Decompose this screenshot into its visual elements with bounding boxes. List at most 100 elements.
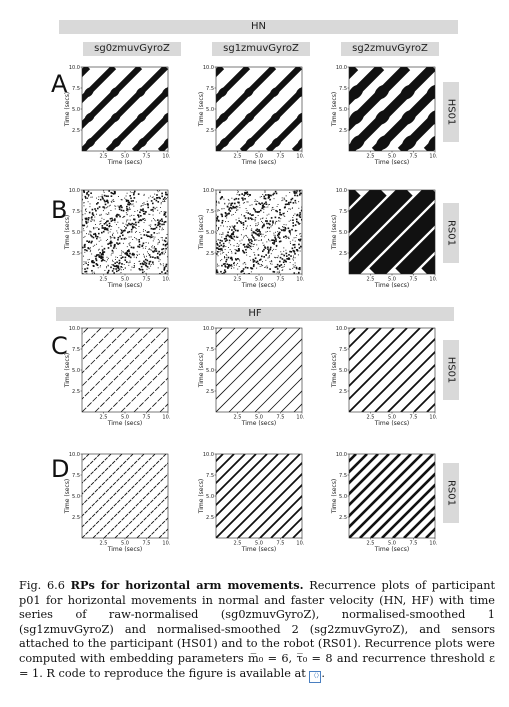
y-axis-label: Time (secs) <box>64 215 71 251</box>
x-tick-label: 2.5 <box>367 154 375 160</box>
y-tick-label: 7.5 <box>206 86 214 92</box>
y-tick-label: 5.0 <box>206 107 214 113</box>
side-label-a: HS01 <box>443 82 459 142</box>
x-tick-label: 5.0 <box>121 415 129 421</box>
y-axis-label: Time (secs) <box>331 479 338 515</box>
x-tick-label: 5.0 <box>121 277 129 283</box>
row-label-d: D <box>51 455 70 483</box>
x-tick-label: 10.0 <box>296 154 304 160</box>
caption-text: Recurrence plots of participant p01 for … <box>19 579 496 680</box>
x-tick-label: 2.5 <box>234 277 242 283</box>
x-axis-label: Time (secs) <box>241 159 277 165</box>
x-axis-label: Time (secs) <box>374 420 410 426</box>
x-axis-label: Time (secs) <box>107 282 143 288</box>
x-tick-label: 7.5 <box>277 154 285 160</box>
y-tick-label: 5.0 <box>206 230 214 236</box>
rp-c-sg1: 2.5 2.5 5.0 5.0 7.5 7.5 10.0 10.0 Time (secs) Tim… <box>196 326 304 426</box>
y-tick-label: 7.5 <box>72 473 80 479</box>
y-tick-label: 5.0 <box>339 107 347 113</box>
y-tick-label: 2.5 <box>206 251 214 257</box>
rp-a-sg2: 2.5 2.5 5.0 5.0 7.5 7.5 10.0 10.0 Time (secs) Tim… <box>329 65 437 165</box>
x-axis-label: Time (secs) <box>107 546 143 552</box>
x-axis-label: Time (secs) <box>241 546 277 552</box>
y-tick-label: 7.5 <box>339 347 347 353</box>
x-tick-label: 10.0 <box>429 541 437 547</box>
y-tick-label: 2.5 <box>339 389 347 395</box>
row-label-a: A <box>51 70 68 98</box>
x-axis-label: Time (secs) <box>374 159 410 165</box>
y-tick-label: 7.5 <box>206 209 214 215</box>
side-label-b: RS01 <box>443 203 459 263</box>
y-tick-label: 10.0 <box>336 326 347 332</box>
rp-a-sg1: 2.5 2.5 5.0 5.0 7.5 7.5 10.0 10.0 Time (secs) Tim… <box>196 65 304 165</box>
x-tick-label: 5.0 <box>255 415 263 421</box>
y-tick-label: 10.0 <box>203 188 214 194</box>
doi-link-icon[interactable]: 〈〉 <box>309 670 322 683</box>
row-label-c: C <box>51 332 68 360</box>
x-tick-label: 10.0 <box>162 154 170 160</box>
y-axis-label: Time (secs) <box>64 92 71 128</box>
x-tick-label: 5.0 <box>255 277 263 283</box>
x-tick-label: 5.0 <box>255 154 263 160</box>
x-tick-label: 7.5 <box>143 277 151 283</box>
y-tick-label: 7.5 <box>206 347 214 353</box>
y-tick-label: 10.0 <box>336 65 347 71</box>
figure-caption: Fig. 6.6 RPs for horizontal arm movement… <box>19 578 495 683</box>
y-tick-label: 2.5 <box>339 515 347 521</box>
y-tick-label: 5.0 <box>339 230 347 236</box>
y-tick-label: 7.5 <box>72 209 80 215</box>
y-tick-label: 10.0 <box>69 452 80 458</box>
y-tick-label: 10.0 <box>203 326 214 332</box>
y-tick-label: 7.5 <box>339 209 347 215</box>
x-tick-label: 7.5 <box>143 154 151 160</box>
x-axis-label: Time (secs) <box>374 546 410 552</box>
column-header-sg0: sg0zmuvGyroZ <box>83 42 181 56</box>
y-tick-label: 10.0 <box>336 452 347 458</box>
y-tick-label: 5.0 <box>72 230 80 236</box>
y-tick-label: 7.5 <box>339 473 347 479</box>
x-tick-label: 10.0 <box>162 277 170 283</box>
x-tick-label: 7.5 <box>410 277 418 283</box>
y-tick-label: 10.0 <box>203 452 214 458</box>
rp-c-sg0: 2.5 2.5 5.0 5.0 7.5 7.5 10.0 10.0 Time (secs) Tim… <box>62 326 170 426</box>
x-tick-label: 7.5 <box>143 415 151 421</box>
y-axis-label: Time (secs) <box>64 353 71 389</box>
y-tick-label: 2.5 <box>206 128 214 134</box>
x-tick-label: 7.5 <box>277 415 285 421</box>
y-tick-label: 5.0 <box>72 494 80 500</box>
x-tick-label: 5.0 <box>388 415 396 421</box>
hf-header: HF <box>56 307 454 321</box>
x-tick-label: 5.0 <box>121 541 129 547</box>
y-axis-label: Time (secs) <box>331 353 338 389</box>
rp-b-sg0: 2.5 2.5 5.0 5.0 7.5 7.5 10.0 10.0 Time (secs) Tim… <box>62 188 170 288</box>
x-tick-label: 5.0 <box>388 541 396 547</box>
y-tick-label: 10.0 <box>69 65 80 71</box>
column-header-sg1: sg1zmuvGyroZ <box>212 42 310 56</box>
y-axis-label: Time (secs) <box>331 215 338 251</box>
x-tick-label: 10.0 <box>296 277 304 283</box>
x-tick-label: 7.5 <box>277 277 285 283</box>
x-tick-label: 2.5 <box>100 154 108 160</box>
y-tick-label: 5.0 <box>206 494 214 500</box>
y-axis-label: Time (secs) <box>198 353 205 389</box>
rp-b-sg1: 2.5 2.5 5.0 5.0 7.5 7.5 10.0 10.0 Time (secs) Tim… <box>196 188 304 288</box>
row-label-b: B <box>51 196 68 224</box>
x-tick-label: 2.5 <box>100 415 108 421</box>
x-tick-label: 2.5 <box>100 541 108 547</box>
x-tick-label: 7.5 <box>410 541 418 547</box>
y-tick-label: 2.5 <box>72 389 80 395</box>
x-tick-label: 10.0 <box>162 541 170 547</box>
x-tick-label: 10.0 <box>429 415 437 421</box>
y-tick-label: 2.5 <box>206 389 214 395</box>
rp-a-sg0: 2.5 2.5 5.0 5.0 7.5 7.5 10.0 10.0 Time (secs) Tim… <box>62 65 170 165</box>
y-tick-label: 7.5 <box>72 86 80 92</box>
y-tick-label: 10.0 <box>69 326 80 332</box>
y-tick-label: 10.0 <box>203 65 214 71</box>
x-tick-label: 10.0 <box>429 154 437 160</box>
x-axis-label: Time (secs) <box>107 420 143 426</box>
rp-c-sg2: 2.5 2.5 5.0 5.0 7.5 7.5 10.0 10.0 Time (secs) Tim… <box>329 326 437 426</box>
y-tick-label: 2.5 <box>72 515 80 521</box>
y-axis-label: Time (secs) <box>198 479 205 515</box>
x-axis-label: Time (secs) <box>241 282 277 288</box>
rp-d-sg0: 2.5 2.5 5.0 5.0 7.5 7.5 10.0 10.0 Time (secs) Tim… <box>62 452 170 552</box>
